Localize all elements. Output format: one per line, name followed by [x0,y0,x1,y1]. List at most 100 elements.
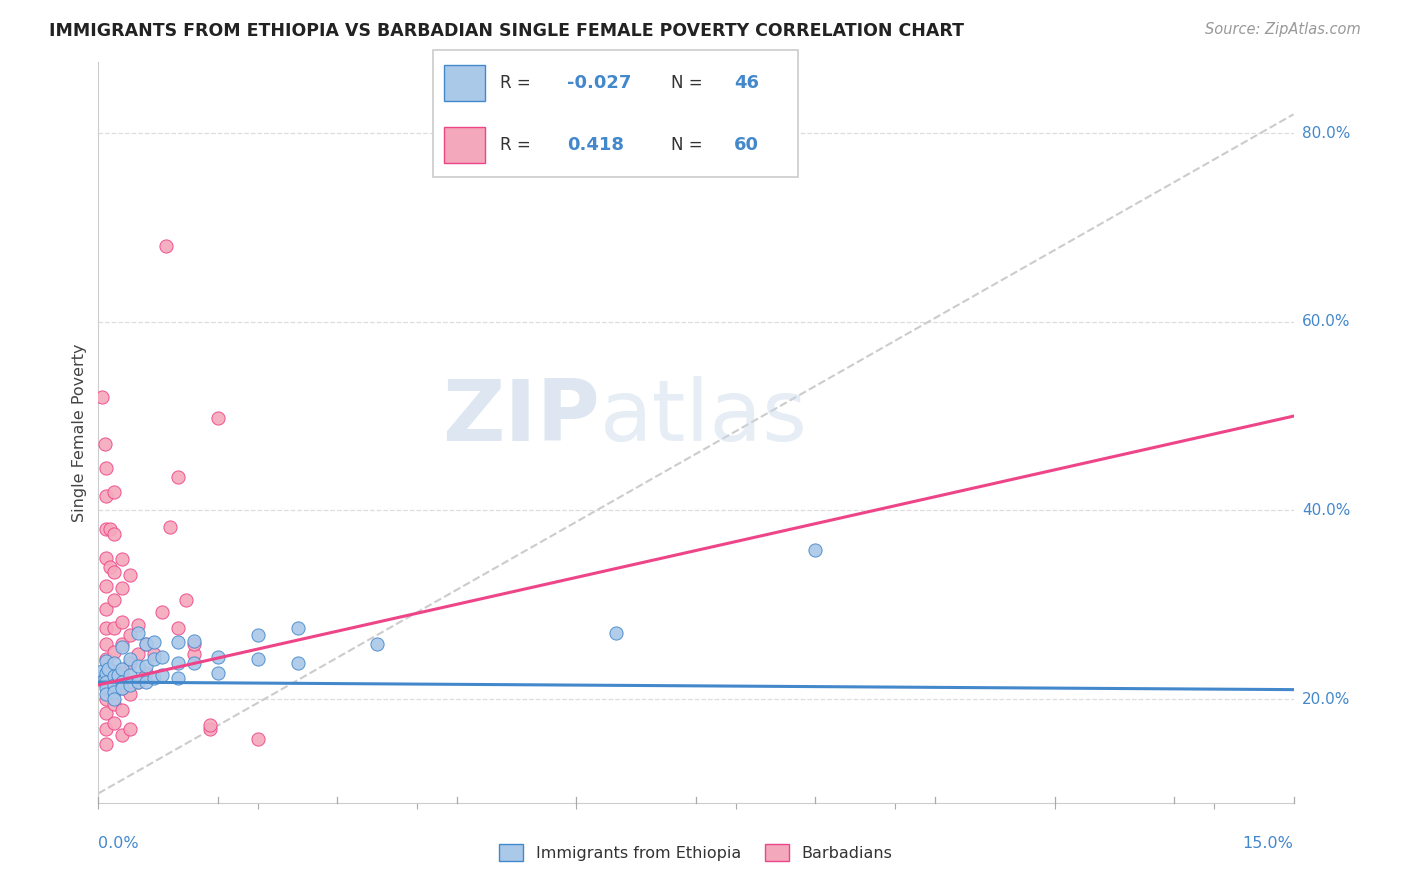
Point [96,687,118,701]
Point [111,728,134,742]
Point [111,637,134,651]
Point [96,489,118,503]
Point [111,662,134,676]
Point [120,678,142,692]
Point [96,637,118,651]
Point [103,697,125,711]
Point [96,675,118,690]
Point [120,567,142,582]
Point [103,565,125,579]
Point [143,647,166,661]
Text: 40.0%: 40.0% [1302,503,1350,518]
Point [127,626,149,640]
Point [246,731,269,746]
FancyBboxPatch shape [444,64,485,101]
Point [167,671,190,685]
Point [198,723,221,737]
Point [287,657,309,671]
Point [103,678,125,692]
Point [135,665,157,680]
Point [103,593,125,607]
Point [96,652,118,666]
Text: 15.0%: 15.0% [1243,836,1294,851]
Point [120,723,142,737]
Text: R =: R = [499,74,530,92]
Point [103,681,125,695]
Point [111,703,134,717]
Point [96,621,118,635]
Point [103,621,125,635]
Point [135,675,157,690]
Point [167,657,190,671]
Point [103,527,125,541]
Point [174,593,197,607]
Point [183,633,205,648]
Text: 46: 46 [734,74,759,92]
Point [167,621,190,635]
Y-axis label: Single Female Poverty: Single Female Poverty [72,343,87,522]
Point [127,675,149,690]
Point [96,665,118,680]
Point [111,615,134,629]
Point [120,628,142,642]
Text: Source: ZipAtlas.com: Source: ZipAtlas.com [1205,22,1361,37]
Text: 20.0%: 20.0% [1302,691,1350,706]
Point [143,635,166,649]
Text: 0.0%: 0.0% [98,836,139,851]
Text: 60: 60 [734,136,759,153]
Point [91,390,114,404]
Point [120,657,142,671]
Point [96,550,118,565]
Point [143,671,166,685]
Point [107,668,129,682]
Point [111,665,134,680]
Point [111,681,134,695]
Point [111,552,134,566]
Point [183,647,205,661]
Point [94,671,117,685]
Point [111,675,134,690]
Point [103,684,125,698]
FancyBboxPatch shape [444,127,485,163]
Point [198,718,221,732]
Point [150,668,173,682]
Text: 80.0%: 80.0% [1302,126,1350,141]
Point [103,715,125,730]
Text: ZIP: ZIP [443,376,600,459]
Point [96,654,118,668]
Point [127,618,149,632]
Point [96,579,118,593]
FancyBboxPatch shape [433,50,797,178]
Point [111,681,134,695]
Point [120,668,142,682]
Point [605,626,627,640]
Point [127,675,149,690]
Point [183,657,205,671]
Point [167,635,190,649]
Point [103,657,125,671]
Point [183,637,205,651]
Point [207,665,229,680]
Point [103,669,125,683]
Point [111,640,134,655]
Text: -0.027: -0.027 [567,74,631,92]
Point [98,522,122,536]
Legend: Immigrants from Ethiopia, Barbadians: Immigrants from Ethiopia, Barbadians [491,837,901,869]
Point [246,652,269,666]
Point [246,628,269,642]
Point [804,543,827,558]
Point [96,602,118,616]
Point [287,621,309,635]
Point [97,662,120,676]
Point [103,664,125,678]
Point [111,581,134,595]
Point [103,484,125,499]
Point [96,678,118,692]
Text: 0.418: 0.418 [567,136,624,153]
Point [91,664,114,678]
Point [135,637,157,651]
Point [135,659,157,673]
Point [127,659,149,673]
Point [127,647,149,661]
Point [143,652,166,666]
